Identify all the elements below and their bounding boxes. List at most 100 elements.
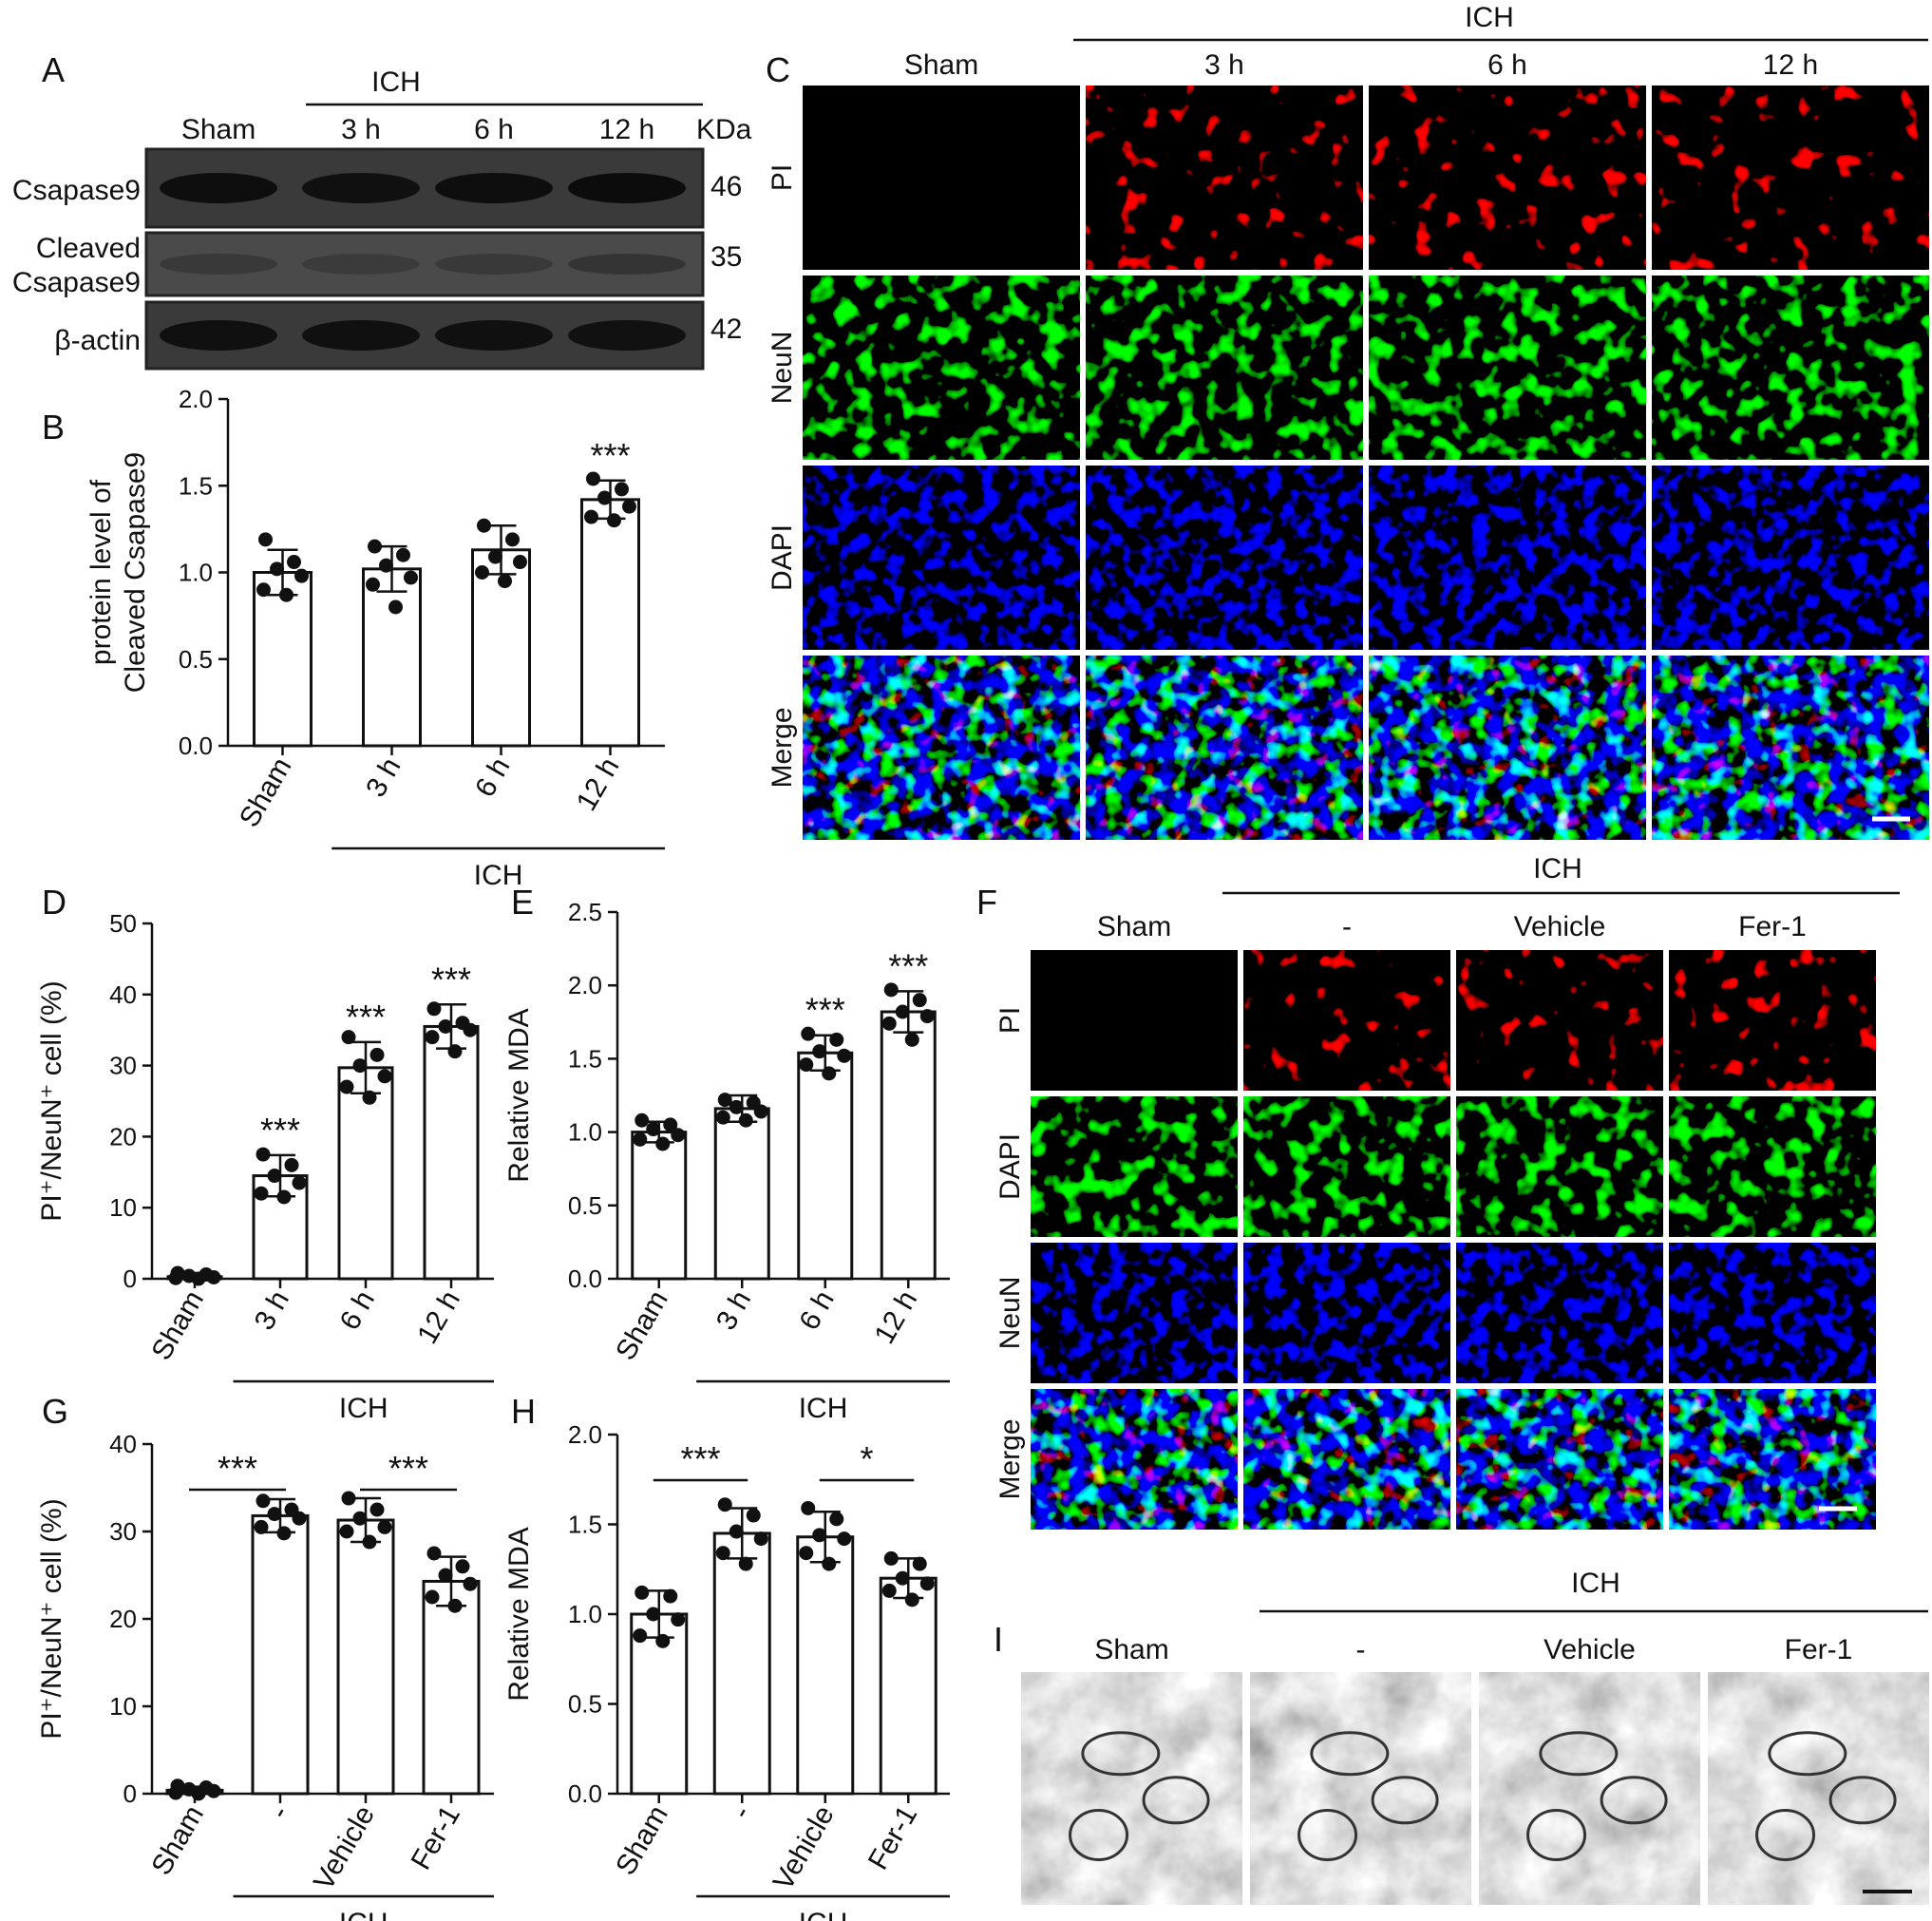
significance-label: *** (805, 991, 845, 1030)
micrograph-signal (803, 656, 1080, 840)
panel-c-immunofluorescence: C ICH Sham 3 h 6 h 12 h PI NeuN DAPI Merge (766, 2, 1929, 840)
data-point (377, 1069, 392, 1084)
y-tick-label: 1.5 (179, 471, 213, 500)
panel-d-letter: D (42, 883, 66, 922)
x-tick-label: 6 h (793, 1285, 840, 1336)
data-point (256, 1147, 271, 1162)
x-group-label: ICH (339, 1393, 388, 1424)
data-point (729, 1524, 744, 1539)
data-point (822, 1556, 837, 1571)
data-point (801, 1026, 816, 1041)
panel-a-lane-sham: Sham (181, 114, 256, 145)
blot-band (435, 173, 553, 203)
x-group-label: ICH (799, 1908, 848, 1921)
panel-a-lane-6h: 6 h (474, 114, 514, 145)
data-point (912, 993, 927, 1008)
bar (879, 1576, 938, 1796)
data-point (912, 1556, 927, 1571)
data-point (717, 1497, 732, 1512)
bar (631, 1131, 688, 1281)
x-tick-label: Vehicle (308, 1800, 381, 1895)
data-point (715, 1110, 730, 1125)
micrograph-background (803, 86, 1080, 270)
blot-band (568, 173, 686, 203)
blot-band (435, 320, 553, 351)
data-point (267, 1507, 282, 1522)
y-tick-label: 1.5 (568, 1511, 602, 1539)
micrograph-signal (1086, 86, 1363, 270)
data-point (339, 1524, 354, 1539)
data-point (369, 1047, 385, 1062)
data-point (379, 558, 393, 573)
x-tick-label: Sham (610, 1800, 674, 1880)
data-point (388, 599, 403, 615)
data-point (801, 1500, 816, 1515)
em-image-texture (1021, 1672, 1242, 1905)
micrograph-signal (1369, 466, 1646, 650)
image-column-label: Fer-1 (1738, 911, 1807, 942)
bar (251, 1513, 310, 1796)
data-point (883, 1550, 899, 1566)
x-tick-label: 12 h (571, 752, 626, 816)
significance-label: *** (346, 998, 386, 1037)
y-tick-label: 20 (109, 1122, 137, 1151)
micrograph-background (1031, 950, 1238, 1091)
blot-kda-46: 46 (710, 171, 742, 202)
data-point (256, 1493, 271, 1509)
data-point (655, 1633, 671, 1648)
bar (580, 498, 640, 748)
data-point (919, 1009, 935, 1024)
data-point (352, 1511, 368, 1526)
data-point (663, 1117, 678, 1132)
data-point (655, 1136, 671, 1151)
data-point (607, 513, 621, 528)
em-image-texture (1708, 1672, 1929, 1905)
y-tick-label: 2.5 (568, 898, 602, 926)
y-tick-label: 40 (109, 1430, 137, 1458)
data-point (352, 1058, 368, 1074)
data-point (287, 555, 301, 570)
data-point (292, 1175, 307, 1190)
panel-h-letter: H (511, 1392, 536, 1431)
x-tick-label: 3 h (360, 752, 407, 803)
data-point (671, 1612, 686, 1627)
data-point (837, 1048, 852, 1063)
em-column-label: - (1356, 1634, 1366, 1665)
y-tick-label: 0.0 (179, 732, 213, 760)
data-point (396, 547, 410, 562)
data-point (267, 1169, 282, 1184)
x-tick-label: Sham (145, 1285, 210, 1365)
data-point (646, 1607, 661, 1622)
mitochondrion (1768, 1731, 1847, 1777)
blot-kda-35: 35 (710, 241, 742, 273)
panel-a-western-blot: A ICH Sham 3 h 6 h 12 h KDa Csapase9 Cle… (12, 50, 752, 371)
data-point (881, 1583, 897, 1598)
significance-label: *** (680, 1439, 720, 1478)
micrograph-signal (1086, 656, 1363, 840)
significance-label: *** (218, 1449, 257, 1488)
data-point (368, 539, 382, 554)
x-tick-label: Sham (610, 1285, 674, 1365)
x-tick-label: Fer-1 (862, 1800, 923, 1875)
bar (423, 1024, 480, 1281)
blot-band (160, 320, 277, 351)
blot-band (568, 320, 686, 351)
panel-i-electron-micrographs: I ICH Sham - Vehicle Fer-1 (994, 1568, 1929, 1905)
panel-e-letter: E (511, 883, 534, 922)
em-column-label: Fer-1 (1785, 1634, 1853, 1665)
data-point (715, 1546, 730, 1561)
data-point (254, 1519, 269, 1534)
data-point (717, 1093, 732, 1108)
mitochondrion (1526, 1809, 1587, 1861)
bar (712, 1531, 771, 1796)
data-point (404, 570, 418, 585)
panel-a-lane-3h: 3 h (341, 114, 381, 145)
micrograph-signal (1669, 1389, 1876, 1530)
bar (713, 1107, 770, 1281)
data-point (447, 1044, 463, 1059)
mitochondrion (1371, 1776, 1439, 1825)
y-tick-label: 30 (109, 1517, 137, 1546)
data-point (738, 1113, 753, 1128)
y-axis-label-line1: protein level of (85, 479, 117, 665)
data-point (895, 1570, 910, 1586)
